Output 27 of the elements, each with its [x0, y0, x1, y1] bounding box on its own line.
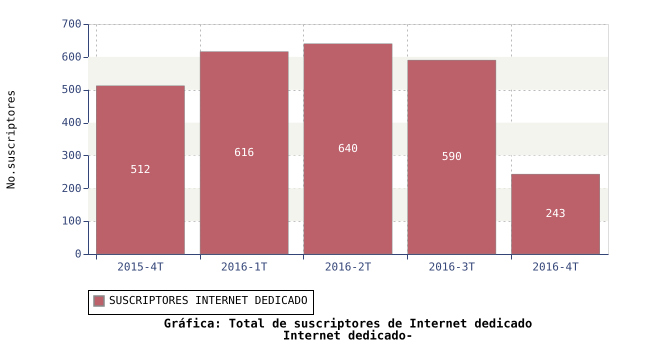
x-tick-label: 2016-1T: [221, 260, 268, 274]
bar: [304, 43, 392, 254]
bar: [96, 86, 185, 254]
y-tick-label: 200: [62, 182, 82, 195]
bar: [407, 60, 496, 254]
data-label: 243: [546, 207, 566, 220]
text: Internet dedicado-: [282, 328, 414, 342]
y-tick-label: 700: [62, 18, 82, 30]
x-tick-label: 2015-4T: [117, 260, 164, 274]
y-tick-label: 100: [62, 214, 82, 228]
bar: [200, 51, 289, 254]
data-label: 590: [442, 150, 462, 164]
data-label: 512: [130, 162, 150, 176]
y-tick-label: 500: [62, 83, 82, 96]
x-tick-label: 2016-3T: [428, 260, 476, 274]
y-tick-label: 300: [62, 148, 82, 162]
x-tick-label: 2016-4T: [532, 260, 580, 274]
x-tick-label: 2016-2T: [324, 260, 372, 274]
y-tick-label: 600: [62, 50, 82, 64]
data-label: 616: [234, 146, 254, 159]
y-tick-label: 400: [62, 116, 82, 130]
y-tick-label: 0: [74, 248, 82, 260]
y-axis-title: No.suscriptores: [4, 90, 18, 190]
text: Gráfica: Total de suscriptores de Internet dedicado: [164, 316, 532, 330]
data-label: 640: [338, 142, 358, 155]
bar: [511, 174, 600, 254]
legend-label: SUSCRIPTORES INTERNET DEDICADO: [109, 294, 308, 307]
